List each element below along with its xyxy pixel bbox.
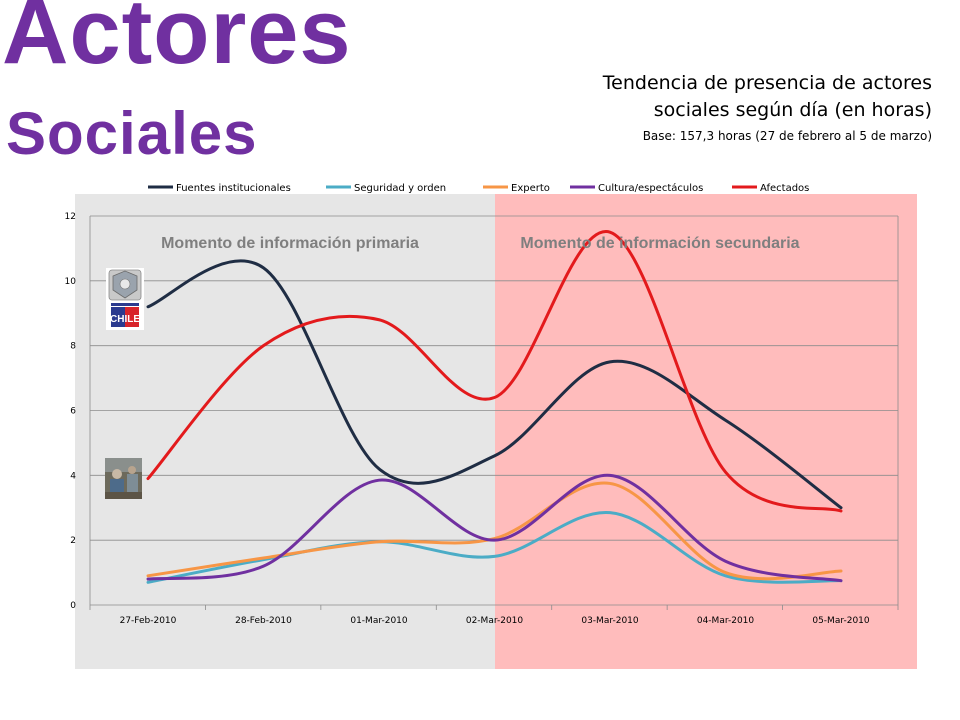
legend-entry: Cultura/espectáculos xyxy=(598,182,703,194)
y-tick-label: 6 xyxy=(70,407,76,417)
series-line-afectados xyxy=(146,230,843,513)
y-axis-ticks: 0 2 4 6 8 10 12 xyxy=(65,212,77,611)
y-tick-label: 12 xyxy=(65,212,76,222)
series-line-seguridad-y-orden xyxy=(146,511,843,584)
y-tick-label: 0 xyxy=(70,601,76,611)
chart-series xyxy=(146,230,843,584)
chart-subtitle-line2: sociales según día (en horas) xyxy=(653,99,932,121)
page-title-line1: Actores xyxy=(2,0,352,83)
y-tick-label: 4 xyxy=(70,471,76,481)
x-tick-label: 02-Mar-2010 xyxy=(466,616,524,626)
series-line-fuentes-institucionales xyxy=(146,259,843,510)
x-tick-label: 01-Mar-2010 xyxy=(350,616,408,626)
x-tick-label: 05-Mar-2010 xyxy=(812,616,870,626)
x-tick-label: 27-Feb-2010 xyxy=(120,616,177,626)
chart-legend: Fuentes institucionales Seguridad y orden… xyxy=(148,182,809,194)
page-title-line2: Sociales xyxy=(6,100,258,167)
chart-subtitle-line1: Tendencia de presencia de actores xyxy=(602,72,932,94)
chile-government-seal-icon: CHILE xyxy=(106,268,144,330)
y-tick-label: 10 xyxy=(65,277,77,287)
legend-entry: Experto xyxy=(511,183,550,194)
legend-entry: Afectados xyxy=(760,183,809,194)
chart-subtitle: Tendencia de presencia de actores social… xyxy=(472,70,932,124)
x-tick-label: 04-Mar-2010 xyxy=(697,616,755,626)
gov-logo-text: CHILE xyxy=(110,314,140,325)
x-tick-label: 03-Mar-2010 xyxy=(581,616,639,626)
x-axis-ticks: 27-Feb-2010 28-Feb-2010 01-Mar-2010 02-Mar-… xyxy=(120,616,870,626)
y-tick-label: 8 xyxy=(70,342,76,352)
primary-zone-label: Momento de información primaria xyxy=(161,235,419,252)
series-line-experto xyxy=(146,481,843,581)
series-line-cultura-espectaculos xyxy=(146,473,843,583)
legend-entry: Seguridad y orden xyxy=(354,183,446,194)
base-note: Base: 157,3 horas (27 de febrero al 5 de… xyxy=(642,129,932,143)
secondary-zone-background xyxy=(495,194,917,669)
secondary-zone-label: Momento de información secundaria xyxy=(520,235,799,252)
x-tick-label: 28-Feb-2010 xyxy=(235,616,292,626)
legend-entry: Fuentes institucionales xyxy=(176,183,291,194)
primary-zone-background xyxy=(75,194,495,669)
affected-people-photo-icon xyxy=(105,458,142,499)
y-tick-label: 2 xyxy=(70,536,76,546)
